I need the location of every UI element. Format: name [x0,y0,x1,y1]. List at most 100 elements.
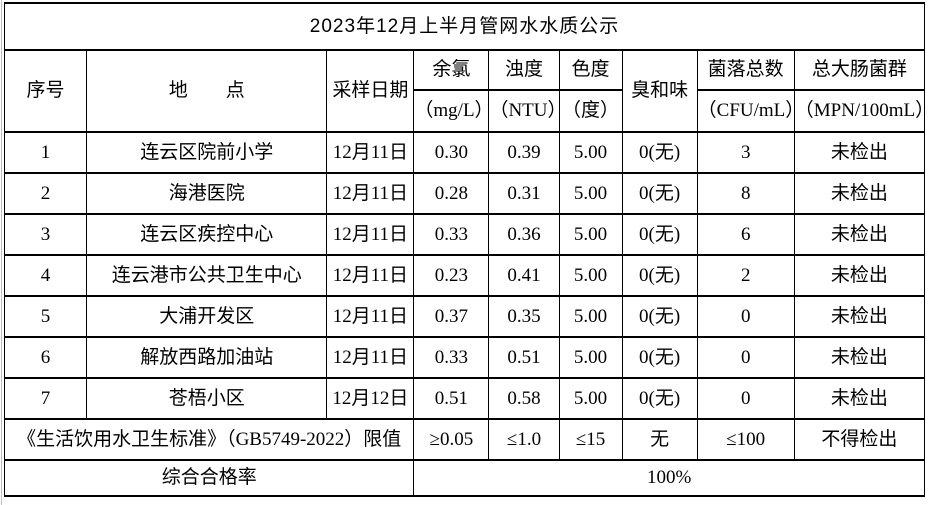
cell-chlorine: 0.28 [413,172,490,215]
cell-index: 7 [3,377,88,420]
cell-location: 连云区院前小学 [86,131,328,174]
table-row: 2 海港医院 12月11日 0.28 0.31 5.00 0(无) 8 未检出 [3,172,926,215]
col-unit-turbidity: （NTU） [488,89,560,133]
header-row-units: （mg/L） （NTU） （度） （CFU/mL） （MPN/100mL） [5,89,926,133]
cell-location: 连云区疾控中心 [86,213,328,256]
col-unit-chlorine: （mg/L） [413,89,490,133]
summary-value: 100% [413,459,925,497]
col-header-index: 序号 [3,49,88,133]
cell-colony: 0 [696,336,795,379]
col-header-chlorine: 余氯 [413,49,490,91]
cell-index: 6 [3,336,88,379]
cell-index: 2 [3,172,88,215]
cell-odor: 0(无) [621,254,698,297]
cell-odor: 0(无) [621,213,698,256]
cell-location: 解放西路加油站 [86,336,328,379]
cell-coliform: 未检出 [793,254,926,297]
cell-date: 12月11日 [326,213,415,256]
col-header-date: 采样日期 [326,49,415,133]
cell-chlorine: 0.51 [413,377,490,420]
cell-chroma: 5.00 [558,254,623,297]
cell-odor: 0(无) [621,295,698,338]
cell-chroma: 5.00 [558,131,623,174]
col-header-colony: 菌落总数 [696,49,795,91]
cell-date: 12月11日 [326,336,415,379]
cell-coliform: 未检出 [793,131,926,174]
cell-location: 苍梧小区 [86,377,328,420]
page-title: 2023年12月上半月管网水水质公示 [4,2,925,51]
cell-turbidity: 0.41 [488,254,560,297]
cell-chroma: 5.00 [558,172,623,215]
water-quality-table: 2023年12月上半月管网水水质公示 序号 地 点 采样日期 余氯 浊度 色度 … [3,2,926,497]
cell-colony: 6 [696,213,795,256]
table-row: 1 连云区院前小学 12月11日 0.30 0.39 5.00 0(无) 3 未检出 [3,131,926,174]
header-row-names: 序号 地 点 采样日期 余氯 浊度 色度 臭和味 菌落总数 总大肠菌群 [3,49,926,133]
cell-odor: 0(无) [621,131,698,174]
cell-coliform: 未检出 [793,377,926,420]
data-rows: 1 连云区院前小学 12月11日 0.30 0.39 5.00 0(无) 3 未检出 2 海港医院 1… [3,131,926,420]
cell-turbidity: 0.31 [488,172,560,215]
cell-colony: 2 [696,254,795,297]
cell-index: 3 [3,213,88,256]
cell-chroma: 5.00 [558,336,623,379]
limit-coliform: 不得检出 [793,418,926,461]
col-header-odor: 臭和味 [621,49,698,133]
cell-colony: 0 [696,377,795,420]
cell-chroma: 5.00 [558,213,623,256]
cell-location: 大浦开发区 [86,295,328,338]
cell-coliform: 未检出 [793,336,926,379]
cell-index: 4 [3,254,88,297]
cell-date: 12月12日 [326,377,415,420]
col-unit-coliform: （MPN/100mL） [793,89,926,133]
limit-row: 《生活饮用水卫生标准》（GB5749-2022）限值 ≥0.05 ≤1.0 ≤1… [3,418,926,461]
summary-row: 综合合格率 100% [3,459,925,497]
cell-turbidity: 0.51 [488,336,560,379]
title-row: 2023年12月上半月管网水水质公示 [4,2,925,51]
cell-chroma: 5.00 [558,377,623,420]
limit-chroma: ≤15 [558,418,623,461]
cell-chlorine: 0.33 [413,213,490,256]
cell-coliform: 未检出 [793,213,926,256]
cell-turbidity: 0.39 [488,131,560,174]
cell-turbidity: 0.36 [488,213,560,256]
table-row: 6 解放西路加油站 12月11日 0.33 0.51 5.00 0(无) 0 未检出 [3,336,926,379]
cell-turbidity: 0.35 [488,295,560,338]
col-header-location: 地 点 [86,49,328,133]
cell-odor: 0(无) [621,377,698,420]
cell-date: 12月11日 [326,254,415,297]
limit-row-label: 《生活饮用水卫生标准》（GB5749-2022）限值 [3,418,415,461]
table-row: 5 大浦开发区 12月11日 0.37 0.35 5.00 0(无) 0 未检出 [3,295,926,338]
cell-index: 5 [3,295,88,338]
table-row: 4 连云港市公共卫生中心 12月11日 0.23 0.41 5.00 0(无) 2 未检出 [3,254,926,297]
cell-odor: 0(无) [621,172,698,215]
cell-colony: 3 [696,131,795,174]
sheet-gridline [1,0,2,505]
cell-location: 连云港市公共卫生中心 [86,254,328,297]
cell-date: 12月11日 [326,131,415,174]
col-unit-chroma: （度） [558,89,623,133]
cell-chlorine: 0.37 [413,295,490,338]
col-header-chroma: 色度 [558,49,623,91]
cell-chroma: 5.00 [558,295,623,338]
col-header-turbidity: 浊度 [488,49,560,91]
cell-colony: 0 [696,295,795,338]
cell-chlorine: 0.33 [413,336,490,379]
cell-index: 1 [3,131,88,174]
cell-colony: 8 [696,172,795,215]
limit-chlorine: ≥0.05 [413,418,490,461]
table-row: 3 连云区疾控中心 12月11日 0.33 0.36 5.00 0(无) 6 未检出 [3,213,926,256]
cell-turbidity: 0.58 [488,377,560,420]
cell-date: 12月11日 [326,172,415,215]
cell-chlorine: 0.23 [413,254,490,297]
cell-chlorine: 0.30 [413,131,490,174]
cell-date: 12月11日 [326,295,415,338]
table-row: 7 苍梧小区 12月12日 0.51 0.58 5.00 0(无) 0 未检出 [3,377,926,420]
col-header-coliform: 总大肠菌群 [793,49,926,91]
cell-coliform: 未检出 [793,172,926,215]
col-unit-colony: （CFU/mL） [696,89,795,133]
cell-coliform: 未检出 [793,295,926,338]
summary-label: 综合合格率 [3,459,415,497]
limit-odor: 无 [621,418,698,461]
limit-turbidity: ≤1.0 [488,418,560,461]
cell-location: 海港医院 [86,172,328,215]
